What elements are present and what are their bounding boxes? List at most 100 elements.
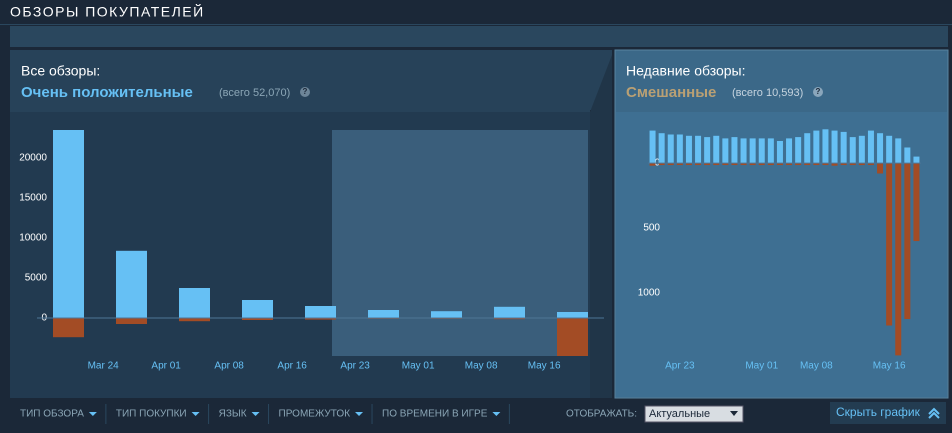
filter-arrow: [191, 412, 200, 416]
filter-arrow: [492, 412, 501, 416]
header-rule: [0, 24, 952, 25]
bar: [685, 163, 692, 166]
bar: [242, 300, 273, 318]
select-arrow: [730, 411, 738, 416]
bar: [858, 135, 865, 164]
bar: [713, 163, 720, 166]
bar: [704, 163, 711, 166]
collapse-icon: [928, 407, 940, 415]
bar: [676, 163, 683, 166]
x-tick-label: Apr 01: [151, 361, 181, 372]
filter-label: ПРОМЕЖУТОК: [279, 409, 351, 420]
x-tick-label: Mar 24: [88, 361, 120, 372]
bar: [877, 133, 884, 164]
hide-button[interactable]: [830, 402, 946, 424]
bar: [179, 318, 210, 322]
filter-arrow: [355, 412, 364, 416]
header-title: ОБЗОРЫ ПОКУПАТЕЛЕЙ: [10, 3, 205, 20]
bar: [667, 134, 674, 164]
bar: [849, 137, 856, 164]
bar: [913, 156, 920, 164]
filter-label: ТИП ПОКУПКИ: [116, 409, 187, 420]
bar: [53, 130, 84, 318]
x-tick-label: May 01: [745, 361, 778, 372]
bar: [431, 311, 462, 318]
bar: [895, 163, 902, 356]
display-value: Актуальные: [649, 408, 710, 420]
display-label: ОТОБРАЖАТЬ:: [566, 409, 637, 420]
bar: [904, 163, 911, 320]
bar: [179, 288, 210, 318]
top-strip: [10, 26, 948, 47]
bar: [895, 138, 902, 164]
recent-rating: Смешанные: [626, 84, 716, 101]
filter-arrow: [251, 412, 260, 416]
bar: [242, 318, 273, 320]
bar: [822, 163, 829, 166]
bar: [776, 140, 783, 164]
all-rating: Очень положительные: [21, 84, 193, 101]
hide-button-text: Скрыть график: [836, 405, 921, 419]
filter-label: ЯЗЫК: [219, 409, 247, 420]
bar: [886, 163, 893, 326]
bar: [494, 306, 525, 318]
bar: [813, 163, 820, 166]
bar: [886, 135, 893, 164]
x-tick-label: Apr 23: [340, 361, 370, 372]
x-tick-label: May 08: [800, 361, 833, 372]
help-icon[interactable]: [300, 87, 310, 97]
x-tick-label: Apr 16: [277, 361, 307, 372]
collapse-icon: [928, 411, 940, 419]
recent-highlight: [332, 130, 588, 356]
bar: [695, 163, 702, 166]
bar: [305, 306, 336, 318]
bar: [740, 138, 747, 164]
bar: [758, 138, 765, 164]
bar: [749, 138, 756, 164]
y-tick-label: 500: [643, 223, 660, 234]
bar: [494, 318, 525, 320]
x-tick-label: May 08: [465, 361, 498, 372]
bar: [840, 131, 847, 164]
bar: [767, 138, 774, 164]
recent-total: (всего 10,593): [732, 87, 803, 99]
bar: [804, 133, 811, 164]
bar: [804, 163, 811, 166]
bar: [368, 310, 399, 318]
display-select[interactable]: [644, 405, 744, 423]
bar: [722, 138, 729, 164]
bar: [305, 318, 336, 320]
bar: [786, 163, 793, 166]
connector: [590, 55, 612, 398]
bar: [849, 163, 856, 166]
bar: [731, 163, 738, 166]
bar: [813, 130, 820, 164]
bar: [776, 163, 783, 166]
bar: [840, 163, 847, 166]
bar: [831, 163, 838, 166]
bar: [649, 163, 656, 166]
bar: [831, 130, 838, 164]
bar: [676, 134, 683, 164]
y-tick-label: 5000: [25, 273, 48, 284]
bar: [667, 163, 674, 166]
filter-arrow: [88, 412, 97, 416]
bar: [658, 133, 665, 164]
bar: [867, 130, 874, 164]
filter-bar: [0, 400, 952, 428]
bar: [704, 137, 711, 164]
help-icon[interactable]: [813, 87, 823, 97]
bar: [795, 137, 802, 164]
bar: [913, 163, 920, 242]
bar: [858, 163, 865, 166]
bar: [722, 163, 729, 166]
y-tick-label: 15000: [19, 193, 47, 204]
x-tick-label: Apr 23: [665, 361, 695, 372]
bar: [795, 163, 802, 166]
bar: [867, 163, 874, 166]
bar: [557, 318, 588, 356]
bar: [116, 250, 147, 318]
x-tick-label: Apr 08: [214, 361, 244, 372]
